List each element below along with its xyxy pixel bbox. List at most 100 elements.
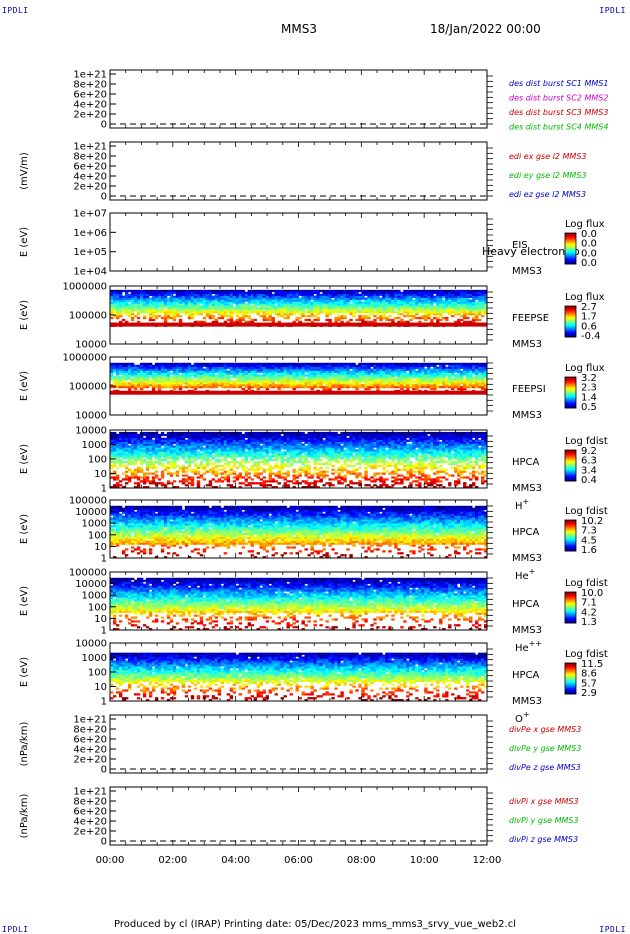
spectrogram-cell <box>208 480 213 483</box>
spectrogram-cell <box>355 374 359 377</box>
spectrogram-cell <box>385 380 389 383</box>
spectrogram-cell <box>121 486 126 489</box>
spectrogram-cell <box>139 376 144 379</box>
spectrogram-cell <box>262 316 266 320</box>
spectrogram-cell <box>373 295 377 298</box>
spectrogram-cell <box>268 380 272 383</box>
spectrogram-cell <box>274 299 278 302</box>
spectrogram-cell <box>226 295 231 298</box>
spectrogram-cell <box>175 451 180 454</box>
spectrogram-cell <box>256 297 260 300</box>
spectrogram-cell <box>397 368 401 371</box>
spectrogram-cell <box>196 445 201 448</box>
spectrogram-cell <box>424 291 428 295</box>
spectrogram-cell <box>193 468 198 471</box>
spectrogram-cell <box>247 453 252 456</box>
spectrogram-cell <box>355 311 359 314</box>
spectrogram-cell <box>154 364 159 367</box>
spectrogram-cell <box>136 482 141 485</box>
spectrogram-cell <box>442 316 446 320</box>
spectrogram-cell <box>271 382 275 385</box>
spectrogram-cell <box>316 382 320 385</box>
spectrogram-cell <box>262 378 266 381</box>
spectrogram-cell <box>163 466 168 469</box>
spectrogram-cell <box>280 374 284 377</box>
spectrogram-cell <box>211 364 216 367</box>
spectrogram-cell <box>406 380 410 383</box>
spectrogram-cell <box>181 480 186 483</box>
spectrogram-cell <box>442 382 446 385</box>
spectrogram-cell <box>406 297 410 300</box>
spectrogram-cell <box>436 297 440 300</box>
spectrogram-cell <box>193 299 198 302</box>
spectrogram-cell <box>466 291 470 295</box>
spectrogram-cell <box>163 380 168 383</box>
spectrogram-cell <box>202 380 207 383</box>
spectrogram-cell <box>151 466 156 469</box>
spectrogram-cell <box>139 366 144 369</box>
spectrogram-cell <box>166 291 171 295</box>
spectrogram-cell <box>469 305 473 308</box>
spectrogram-cell <box>403 299 407 302</box>
spectrogram-cell <box>457 305 461 308</box>
spectrogram-cell <box>367 387 371 391</box>
spectrogram-cell <box>478 372 482 375</box>
spectrogram-cell <box>211 433 216 437</box>
spectrogram-cell <box>358 305 362 308</box>
spectrogram-cell <box>232 384 237 387</box>
spectrogram-cell <box>403 293 407 296</box>
spectrogram-cell <box>397 386 401 389</box>
spectrogram-cell <box>217 478 222 481</box>
spectrogram-cell <box>193 320 198 324</box>
spectrogram-cell <box>484 297 488 300</box>
spectrogram-cell <box>145 476 150 479</box>
spectrogram-cell <box>253 386 258 389</box>
spectrogram-cell <box>163 457 168 460</box>
spectrogram-cell <box>304 378 308 381</box>
spectrogram-cell <box>238 441 243 444</box>
spectrogram-cell <box>136 289 141 293</box>
spectrogram-cell <box>187 376 192 379</box>
spectrogram-cell <box>175 297 180 300</box>
spectrogram-cell <box>226 431 231 435</box>
spectrogram-cell <box>430 305 434 308</box>
spectrogram-cell <box>139 468 144 471</box>
spectrogram-cell <box>184 445 189 448</box>
spectrogram-cell <box>394 301 398 304</box>
spectrogram-cell <box>439 291 443 295</box>
spectrogram-cell <box>277 362 281 366</box>
spectrogram-cell <box>244 382 249 385</box>
legend-entry: des dist burst SC1 MMS1 <box>509 79 608 88</box>
spectrogram-cell <box>346 289 350 293</box>
spectrogram-cell <box>145 435 150 439</box>
spectrogram-cell <box>178 433 183 437</box>
spectrogram-cell <box>400 380 404 383</box>
spectrogram-cell <box>220 431 225 435</box>
spectrogram-cell <box>265 311 269 314</box>
spectrogram-cell <box>262 382 266 385</box>
spectrogram-cell <box>436 384 440 387</box>
spectrogram-cell <box>304 311 308 314</box>
spectrogram-cell <box>373 309 377 312</box>
colorbar-segment <box>565 329 576 331</box>
spectrogram-cell <box>343 295 347 298</box>
spectrogram-cell <box>235 307 240 310</box>
spectrogram-cell <box>151 313 156 316</box>
spectrogram-cell <box>110 307 114 310</box>
spectrogram-cell <box>181 309 186 312</box>
spectrogram-cell <box>457 309 461 312</box>
spectrogram-cell <box>112 431 117 435</box>
spectrogram-cell <box>442 384 446 387</box>
colorbar-segment <box>565 258 576 260</box>
spectrogram-cell <box>391 376 395 379</box>
spectrogram-cell <box>379 316 383 320</box>
spectrogram-cell <box>157 437 162 440</box>
spectrogram-cell <box>214 299 219 302</box>
spectrogram-cell <box>346 370 350 373</box>
spectrogram-cell <box>139 466 144 469</box>
spectrogram-cell <box>247 362 252 366</box>
spectrogram-cell <box>373 307 377 310</box>
spectrogram-cell <box>463 366 467 369</box>
spectrogram-cell <box>469 291 473 295</box>
spectrogram-cell <box>403 386 407 389</box>
